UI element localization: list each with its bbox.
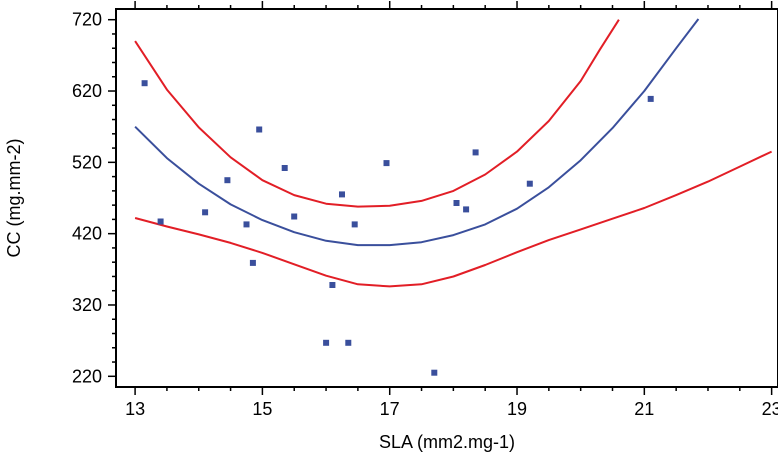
y-tick-label: 520 — [72, 152, 102, 172]
x-tick-label: 23 — [762, 399, 778, 419]
data-points — [141, 80, 654, 376]
y-tick-label: 720 — [72, 10, 102, 30]
x-tick-label: 21 — [634, 399, 654, 419]
data-point — [157, 218, 164, 225]
y-axis-title: CC (mg.mm-2) — [4, 139, 24, 258]
data-point — [249, 259, 256, 266]
data-point — [647, 95, 654, 102]
fitted-curves — [134, 18, 773, 288]
data-point — [345, 339, 352, 346]
data-point — [453, 200, 460, 206]
data-point — [291, 213, 298, 220]
y-tick-label: 620 — [72, 81, 102, 101]
data-point — [339, 191, 345, 198]
data-point — [256, 126, 263, 133]
data-point — [281, 165, 288, 171]
x-axis-title: SLA (mm2.mg-1) — [379, 432, 515, 452]
axis-ticks — [108, 1, 773, 395]
data-point — [463, 206, 470, 213]
curve-1 — [134, 19, 620, 208]
x-tick-label: 19 — [507, 399, 527, 419]
data-point — [224, 177, 231, 184]
y-tick-labels: 220 320 420 520 620 720 — [72, 10, 102, 387]
data-point — [383, 160, 390, 167]
x-tick-label: 17 — [380, 399, 400, 419]
data-point — [329, 282, 336, 288]
data-point — [472, 149, 479, 156]
data-point — [141, 80, 148, 87]
data-point — [526, 180, 533, 187]
y-tick-label: 320 — [72, 295, 102, 315]
data-point — [323, 339, 330, 346]
plot-frame — [115, 8, 778, 388]
data-point — [243, 221, 250, 228]
data-point — [351, 221, 358, 228]
curve-2 — [134, 18, 700, 247]
x-tick-label: 15 — [252, 399, 272, 419]
y-tick-label: 420 — [72, 224, 102, 244]
data-point — [431, 369, 438, 376]
curve-3 — [134, 150, 773, 288]
x-tick-labels: 13 15 17 19 21 23 — [125, 399, 778, 419]
y-tick-label: 220 — [72, 366, 102, 386]
x-tick-label: 13 — [125, 399, 145, 419]
data-point — [202, 209, 209, 216]
